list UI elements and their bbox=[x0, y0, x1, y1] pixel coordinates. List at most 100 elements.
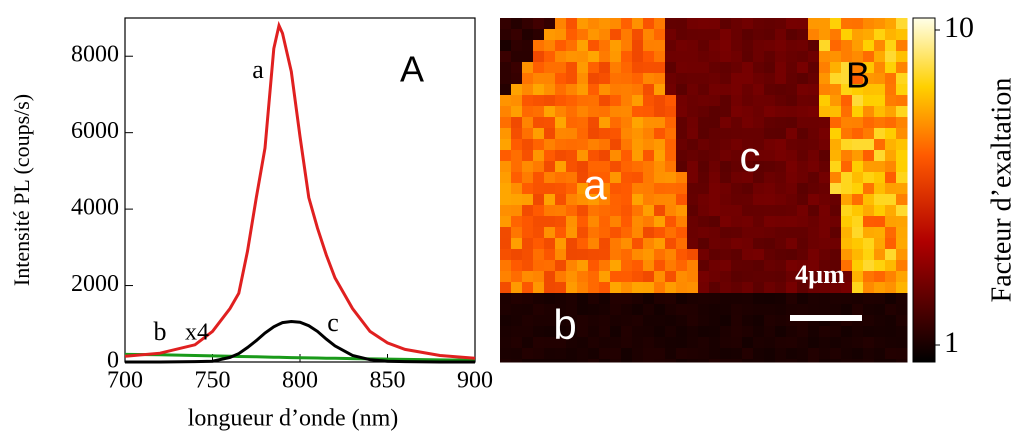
heatmap-pixel bbox=[830, 40, 842, 52]
heatmap-pixel bbox=[742, 62, 754, 74]
heatmap-pixel bbox=[643, 205, 655, 217]
heatmap-pixel bbox=[863, 227, 875, 239]
heatmap-pixel bbox=[621, 194, 633, 206]
heatmap-pixel bbox=[610, 326, 622, 338]
heatmap-pixel bbox=[742, 194, 754, 206]
heatmap-pixel bbox=[720, 271, 732, 283]
heatmap-pixel bbox=[808, 282, 820, 294]
heatmap-pixel bbox=[896, 183, 908, 195]
heatmap-pixel bbox=[654, 315, 666, 327]
heatmap-pixel bbox=[885, 315, 897, 327]
heatmap-pixel bbox=[731, 139, 743, 151]
heatmap-pixel bbox=[742, 359, 754, 363]
heatmap-pixel bbox=[698, 106, 710, 118]
heatmap-pixel bbox=[687, 40, 699, 52]
heatmap-pixel bbox=[830, 271, 842, 283]
heatmap-pixel bbox=[786, 18, 798, 30]
heatmap-pixel bbox=[676, 73, 688, 85]
heatmap-pixel bbox=[522, 260, 534, 272]
heatmap-pixel bbox=[775, 150, 787, 162]
heatmap-pixel bbox=[588, 150, 600, 162]
heatmap-pixel bbox=[819, 139, 831, 151]
heatmap-pixel bbox=[863, 95, 875, 107]
heatmap-pixel bbox=[830, 95, 842, 107]
heatmap-pixel bbox=[500, 62, 512, 74]
heatmap-pixel bbox=[786, 260, 798, 272]
heatmap-pixel bbox=[841, 326, 853, 338]
heatmap-pixel bbox=[775, 227, 787, 239]
heatmap-pixel bbox=[654, 260, 666, 272]
heatmap-pixel bbox=[621, 51, 633, 63]
heatmap-pixel bbox=[632, 348, 644, 360]
heatmap-pixel bbox=[533, 326, 545, 338]
heatmap-pixel bbox=[731, 18, 743, 30]
y-tick-label: 4000 bbox=[71, 195, 119, 221]
heatmap-pixel bbox=[775, 238, 787, 250]
heatmap-pixel bbox=[764, 18, 776, 30]
heatmap-pixel bbox=[896, 205, 908, 217]
heatmap-pixel bbox=[753, 282, 765, 294]
heatmap-pixel bbox=[830, 84, 842, 96]
heatmap-pixel bbox=[577, 95, 589, 107]
heatmap-pixel bbox=[753, 172, 765, 184]
heatmap-pixel bbox=[676, 326, 688, 338]
heatmap-pixel bbox=[797, 249, 809, 261]
heatmap-pixel bbox=[522, 205, 534, 217]
heatmap-pixel bbox=[698, 117, 710, 129]
heatmap-pixel bbox=[830, 337, 842, 349]
heatmap-pixel bbox=[797, 84, 809, 96]
heatmap-pixel bbox=[896, 293, 908, 305]
heatmap-pixel bbox=[720, 227, 732, 239]
heatmap-pixel bbox=[874, 359, 886, 363]
heatmap-pixel bbox=[599, 128, 611, 140]
heatmap-pixel bbox=[599, 117, 611, 129]
heatmap-pixel bbox=[863, 84, 875, 96]
heatmap-pixel bbox=[775, 326, 787, 338]
heatmap-pixel bbox=[753, 62, 765, 74]
heatmap-pixel bbox=[676, 172, 688, 184]
heatmap-pixel bbox=[896, 73, 908, 85]
heatmap-pixel bbox=[577, 249, 589, 261]
heatmap-pixel bbox=[797, 106, 809, 118]
heatmap-pixel bbox=[643, 51, 655, 63]
heatmap-pixel bbox=[533, 271, 545, 283]
heatmap-pixel bbox=[687, 348, 699, 360]
heatmap-pixel bbox=[852, 172, 864, 184]
heatmap-pixel bbox=[566, 315, 578, 327]
heatmap-pixel bbox=[643, 40, 655, 52]
heatmap-pixel bbox=[599, 238, 611, 250]
heatmap-pixel bbox=[709, 161, 721, 173]
heatmap-pixel bbox=[885, 326, 897, 338]
heatmap-pixel bbox=[819, 337, 831, 349]
heatmap-pixel bbox=[896, 238, 908, 250]
heatmap-pixel bbox=[566, 227, 578, 239]
heatmap-pixel bbox=[797, 337, 809, 349]
heatmap-pixel bbox=[874, 238, 886, 250]
heatmap-pixel bbox=[808, 51, 820, 63]
heatmap-pixel bbox=[643, 238, 655, 250]
heatmap-pixel bbox=[830, 227, 842, 239]
heatmap-pixel bbox=[654, 18, 666, 30]
heatmap-pixel bbox=[599, 172, 611, 184]
heatmap-pixel bbox=[885, 293, 897, 305]
heatmap-pixel bbox=[511, 18, 523, 30]
heatmap-pixel bbox=[665, 95, 677, 107]
heatmap-pixel bbox=[522, 18, 534, 30]
heatmap-pixel bbox=[885, 249, 897, 261]
heatmap-pixel bbox=[775, 282, 787, 294]
heatmap-pixel bbox=[863, 337, 875, 349]
heatmap-pixel bbox=[654, 84, 666, 96]
heatmap-pixel bbox=[544, 271, 556, 283]
heatmap-pixel bbox=[720, 73, 732, 85]
heatmap-pixel bbox=[775, 315, 787, 327]
heatmap-pixel bbox=[676, 304, 688, 316]
heatmap-pixel bbox=[511, 337, 523, 349]
heatmap-pixel bbox=[731, 194, 743, 206]
heatmap-pixel bbox=[588, 359, 600, 363]
heatmap-pixel bbox=[720, 359, 732, 363]
heatmap-pixel bbox=[555, 194, 567, 206]
heatmap-pixel bbox=[896, 359, 908, 363]
heatmap-pixel bbox=[786, 205, 798, 217]
heatmap-pixel bbox=[896, 128, 908, 140]
heatmap-pixel bbox=[621, 40, 633, 52]
